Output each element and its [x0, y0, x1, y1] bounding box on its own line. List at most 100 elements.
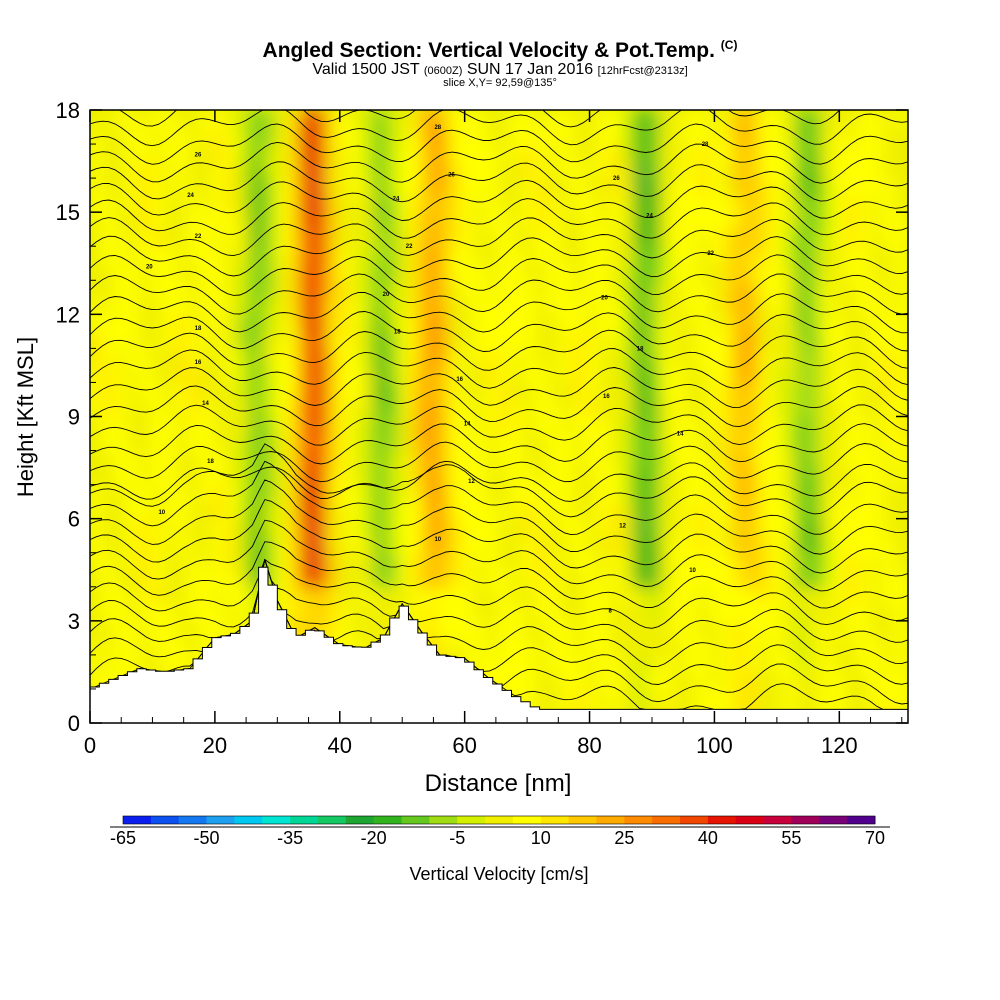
pot-temp-label: 18	[394, 329, 401, 335]
field-cell	[485, 228, 500, 248]
field-cell	[522, 415, 538, 435]
field-cell	[361, 568, 377, 588]
field-cell	[733, 160, 748, 180]
field-cell	[101, 126, 116, 146]
field-cell	[572, 653, 587, 673]
field-cell	[460, 279, 476, 299]
field-cell	[584, 551, 600, 571]
field-cell	[621, 500, 637, 520]
field-cell	[845, 143, 860, 163]
field-cell	[150, 262, 166, 282]
pot-temp-label: 26	[448, 173, 455, 179]
field-cell	[609, 551, 624, 571]
field-cell	[324, 602, 339, 622]
field-cell	[374, 279, 389, 299]
field-cell	[795, 619, 810, 639]
field-cell	[783, 262, 798, 282]
field-cell	[90, 245, 104, 265]
field-cell	[274, 347, 290, 367]
field-cell	[807, 211, 823, 231]
field-cell	[597, 279, 612, 299]
field-cell	[212, 398, 228, 418]
pot-temp-contour	[90, 479, 908, 555]
field-cell	[386, 500, 401, 520]
field-cell	[324, 330, 339, 350]
field-cell	[274, 483, 290, 503]
field-cell	[832, 466, 848, 486]
field-cell	[411, 398, 426, 418]
pot-temp-contour	[90, 519, 908, 592]
field-cell	[113, 110, 129, 129]
field-cell	[857, 279, 872, 299]
field-cell	[857, 347, 872, 367]
field-cell	[547, 619, 562, 639]
y-tick-label: 12	[56, 302, 80, 327]
field-cell	[126, 194, 141, 214]
field-cell	[262, 347, 277, 367]
field-cell	[535, 177, 550, 197]
field-cell	[795, 126, 810, 146]
y-tick-label: 15	[56, 200, 80, 225]
field-cell	[349, 296, 364, 316]
field-cell	[572, 110, 587, 129]
field-cell	[436, 534, 451, 554]
field-cell	[559, 364, 575, 384]
field-cell	[436, 619, 451, 639]
chart-title: Angled Section: Vertical Velocity & Pot.…	[0, 38, 1000, 63]
field-cell	[547, 211, 562, 231]
field-cell	[163, 398, 178, 418]
field-cell	[770, 262, 786, 282]
field-cell	[237, 483, 253, 503]
field-cell	[126, 347, 141, 367]
field-cell	[758, 670, 773, 690]
field-cell	[374, 432, 389, 452]
field-cell	[770, 602, 786, 622]
field-cell	[795, 245, 810, 265]
field-cell	[708, 194, 724, 214]
field-cell	[423, 194, 439, 214]
field-cell	[163, 653, 178, 673]
field-cell	[522, 347, 538, 367]
field-cell	[225, 262, 240, 282]
field-cell	[262, 228, 277, 248]
field-cell	[547, 296, 562, 316]
field-cell	[535, 245, 550, 265]
field-cell	[869, 653, 885, 673]
field-cell	[200, 534, 215, 554]
field-cell	[299, 160, 315, 180]
field-cell	[683, 245, 699, 265]
field-cell	[113, 262, 129, 282]
field-cell	[460, 110, 476, 129]
field-cell	[126, 500, 141, 520]
field-cell	[436, 330, 451, 350]
field-cell	[770, 449, 786, 469]
field-cell	[287, 551, 302, 571]
field-cell	[882, 279, 897, 299]
field-cell	[547, 194, 562, 214]
field-cell	[287, 585, 302, 605]
field-cell	[869, 585, 885, 605]
field-cell	[448, 415, 463, 435]
field-cell	[312, 432, 327, 452]
field-cell	[423, 551, 439, 571]
field-cell	[473, 262, 488, 282]
field-cell	[894, 177, 908, 197]
field-cell	[733, 313, 748, 333]
y-tick-label: 0	[68, 711, 80, 736]
field-cell	[163, 228, 178, 248]
field-cell	[175, 279, 191, 299]
field-cell	[498, 177, 513, 197]
field-cell	[225, 500, 240, 520]
field-cell	[163, 364, 178, 384]
field-cell	[869, 177, 885, 197]
field-cell	[126, 279, 141, 299]
field-cell	[869, 364, 885, 384]
pot-temp-label: 18	[195, 326, 202, 332]
field-cell	[225, 296, 240, 316]
field-cell	[312, 126, 327, 146]
field-cell	[349, 585, 364, 605]
field-cell	[745, 110, 761, 129]
field-cell	[621, 568, 637, 588]
field-cell	[522, 585, 538, 605]
field-cell	[758, 160, 773, 180]
